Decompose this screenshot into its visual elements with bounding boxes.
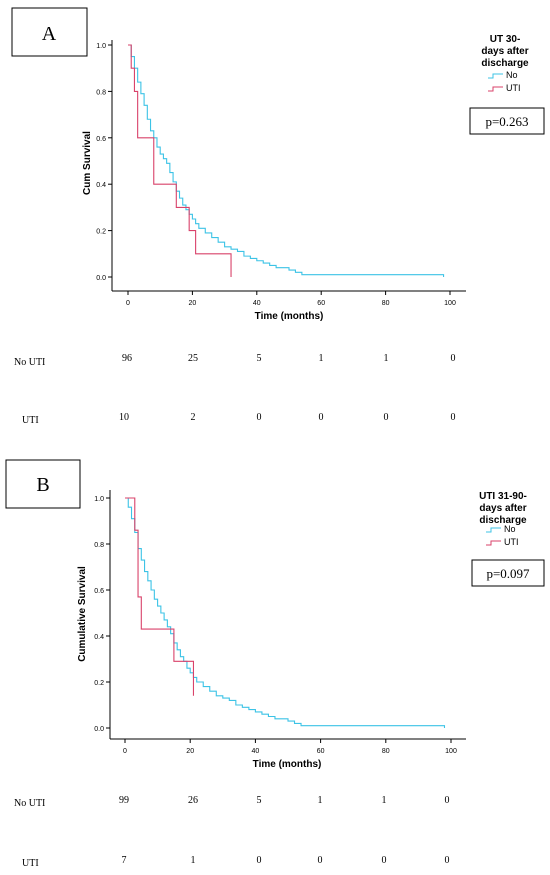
panel-a-y-tick-label: 0.2 xyxy=(96,229,106,236)
panel-b-curve-uti xyxy=(125,497,195,696)
panel-b-legend-title-1: UTI 31-90- xyxy=(479,491,527,502)
panel-a-curves xyxy=(128,44,445,277)
panel-a-risk-value: 2 xyxy=(191,412,196,423)
panel-b-y-tick-label: 0.4 xyxy=(94,634,104,641)
panel-b-legend-swatch-uti xyxy=(486,540,501,546)
panel-b-risk-table: No UTI 99 26 5 1 1 0 UTI 7 1 0 0 0 0 xyxy=(14,795,450,869)
panel-b-y-ticks: 0.0 0.2 0.4 0.6 0.8 1.0 xyxy=(94,496,110,733)
panel-b-curves xyxy=(125,497,446,728)
panel-a-label-box xyxy=(11,7,88,57)
panel-b-plot: 0.0 0.2 0.4 0.6 0.8 1.0 0 20 40 60 80 100 Cumulati… xyxy=(77,490,466,770)
panel-a-legend: UT 30- days after discharge No UTI xyxy=(481,34,529,93)
panel-b-risk-row-label: UTI xyxy=(22,858,39,869)
panel-b-x-ticks: 0 20 40 60 80 100 xyxy=(123,739,457,755)
panel-a-risk-value: 10 xyxy=(119,412,129,423)
panel-a-risk-row-label: No UTI xyxy=(14,357,45,368)
panel-b-legend: UTI 31-90- days after discharge No UTI xyxy=(479,491,527,547)
panel-a-y-tick-label: 0.0 xyxy=(96,275,106,282)
panel-a-y-label: Cum Survival xyxy=(82,131,93,195)
panel-a-risk-value: 5 xyxy=(257,353,262,364)
panel-b-risk-value: 1 xyxy=(318,795,323,806)
panel-a-y-tick-label: 0.4 xyxy=(96,182,106,189)
panel-b-risk-value: 0 xyxy=(257,855,262,866)
panel-a-curve-uti xyxy=(128,44,232,277)
panel-a-label: A xyxy=(42,23,57,45)
panel-b-legend-no: No xyxy=(504,524,516,534)
panel-b-legend-title-2: days after xyxy=(479,503,526,514)
panel-a-y-tick-label: 0.6 xyxy=(96,136,106,143)
panel-a-plot: 0.0 0.2 0.4 0.6 0.8 1.0 0 20 40 60 80 100 Cum Surv… xyxy=(82,40,466,322)
panel-a-pvalue: p=0.263 xyxy=(485,114,528,129)
panel-a-x-label: Time (months) xyxy=(255,311,324,322)
panel-b-x-tick-label: 40 xyxy=(252,748,260,755)
panel-a-risk-value: 0 xyxy=(384,412,389,423)
panel-a-x-tick-label: 0 xyxy=(126,300,130,307)
panel-a-y-tick-label: 1.0 xyxy=(96,43,106,50)
panel-a-pvalue-box xyxy=(469,107,545,135)
panel-a-risk-value: 1 xyxy=(384,353,389,364)
panel-b-risk-value: 26 xyxy=(188,795,198,806)
panel-a-x-tick-label: 80 xyxy=(382,300,390,307)
panel-a-risk-value: 25 xyxy=(188,353,198,364)
panel-b-y-tick-label: 0.6 xyxy=(94,588,104,595)
panel-a-legend-no: No xyxy=(506,70,518,80)
panel-a-legend-swatch-uti xyxy=(488,86,503,92)
panel-a-risk-value: 0 xyxy=(451,412,456,423)
panel-b-legend-title-3: discharge xyxy=(479,515,527,526)
panel-b-risk-row-label: No UTI xyxy=(14,798,45,809)
panel-b-legend-swatch-no xyxy=(486,527,501,533)
panel-b-risk-value: 7 xyxy=(122,855,127,866)
panel-b-x-tick-label: 60 xyxy=(317,748,325,755)
panel-a-legend-uti: UTI xyxy=(506,83,521,93)
panel-a-x-tick-label: 40 xyxy=(253,300,261,307)
panel-b-x-tick-label: 0 xyxy=(123,748,127,755)
panel-a-legend-title-2: days after xyxy=(481,46,528,57)
panel-a-x-tick-label: 20 xyxy=(189,300,197,307)
panel-b-risk-value: 1 xyxy=(191,855,196,866)
panel-a-risk-value: 0 xyxy=(319,412,324,423)
panel-b-pvalue-box xyxy=(471,559,545,587)
panel-a-y-tick-label: 0.8 xyxy=(96,89,106,96)
panel-b-legend-uti: UTI xyxy=(504,537,519,547)
panel-a-x-ticks: 0 20 40 60 80 100 xyxy=(126,291,456,307)
panel-b-curve-no xyxy=(125,497,446,728)
panel-a-legend-title-1: UT 30- xyxy=(490,34,521,45)
panel-b-x-tick-label: 20 xyxy=(186,748,194,755)
panel-a-risk-value: 0 xyxy=(451,353,456,364)
panel-a-x-tick-label: 60 xyxy=(317,300,325,307)
panel-a-x-tick-label: 100 xyxy=(444,300,456,307)
panel-b-x-tick-label: 100 xyxy=(445,748,457,755)
panel-a-risk-row-label: UTI xyxy=(22,415,39,426)
panel-b-x-tick-label: 80 xyxy=(382,748,390,755)
panel-b-risk-value: 99 xyxy=(119,795,129,806)
panel-b: B 0.00.20.40.60.81.0 0 20 40 60 80 100 Cumula… xyxy=(5,459,545,869)
panel-a-legend-title-3: discharge xyxy=(481,58,529,69)
panel-a-legend-swatch-no xyxy=(488,73,503,79)
panel-a-risk-value: 96 xyxy=(122,353,132,364)
panel-b-label: B xyxy=(36,474,49,496)
panel-b-risk-value: 0 xyxy=(445,855,450,866)
panel-a-curve-no xyxy=(128,44,445,277)
panel-a-y-ticks: 0.0 0.2 0.4 0.6 0.8 1.0 xyxy=(96,43,112,282)
panel-b-risk-value: 1 xyxy=(382,795,387,806)
panel-b-y-tick-label: 0.0 xyxy=(94,726,104,733)
panel-a: A 0.00.20.40.60.81.0 0 20 40 60 80 100 Cum Su… xyxy=(11,7,545,426)
panel-b-x-label: Time (months) xyxy=(253,759,322,770)
panel-b-label-box xyxy=(5,459,81,509)
panel-b-risk-value: 0 xyxy=(445,795,450,806)
panel-a-risk-value: 0 xyxy=(257,412,262,423)
panel-b-y-tick-label: 1.0 xyxy=(94,496,104,503)
panel-b-y-tick-label: 0.8 xyxy=(94,542,104,549)
panel-a-risk-value: 1 xyxy=(319,353,324,364)
panel-b-risk-value: 0 xyxy=(382,855,387,866)
panel-a-risk-table: No UTI 96 25 5 1 1 0 UTI 10 2 0 0 0 0 xyxy=(14,353,456,426)
panel-b-pvalue: p=0.097 xyxy=(486,566,530,581)
panel-b-risk-value: 5 xyxy=(257,795,262,806)
panel-b-y-label: Cumulative Survival xyxy=(77,566,88,662)
panel-b-y-tick-label: 0.2 xyxy=(94,680,104,687)
panel-b-risk-value: 0 xyxy=(318,855,323,866)
